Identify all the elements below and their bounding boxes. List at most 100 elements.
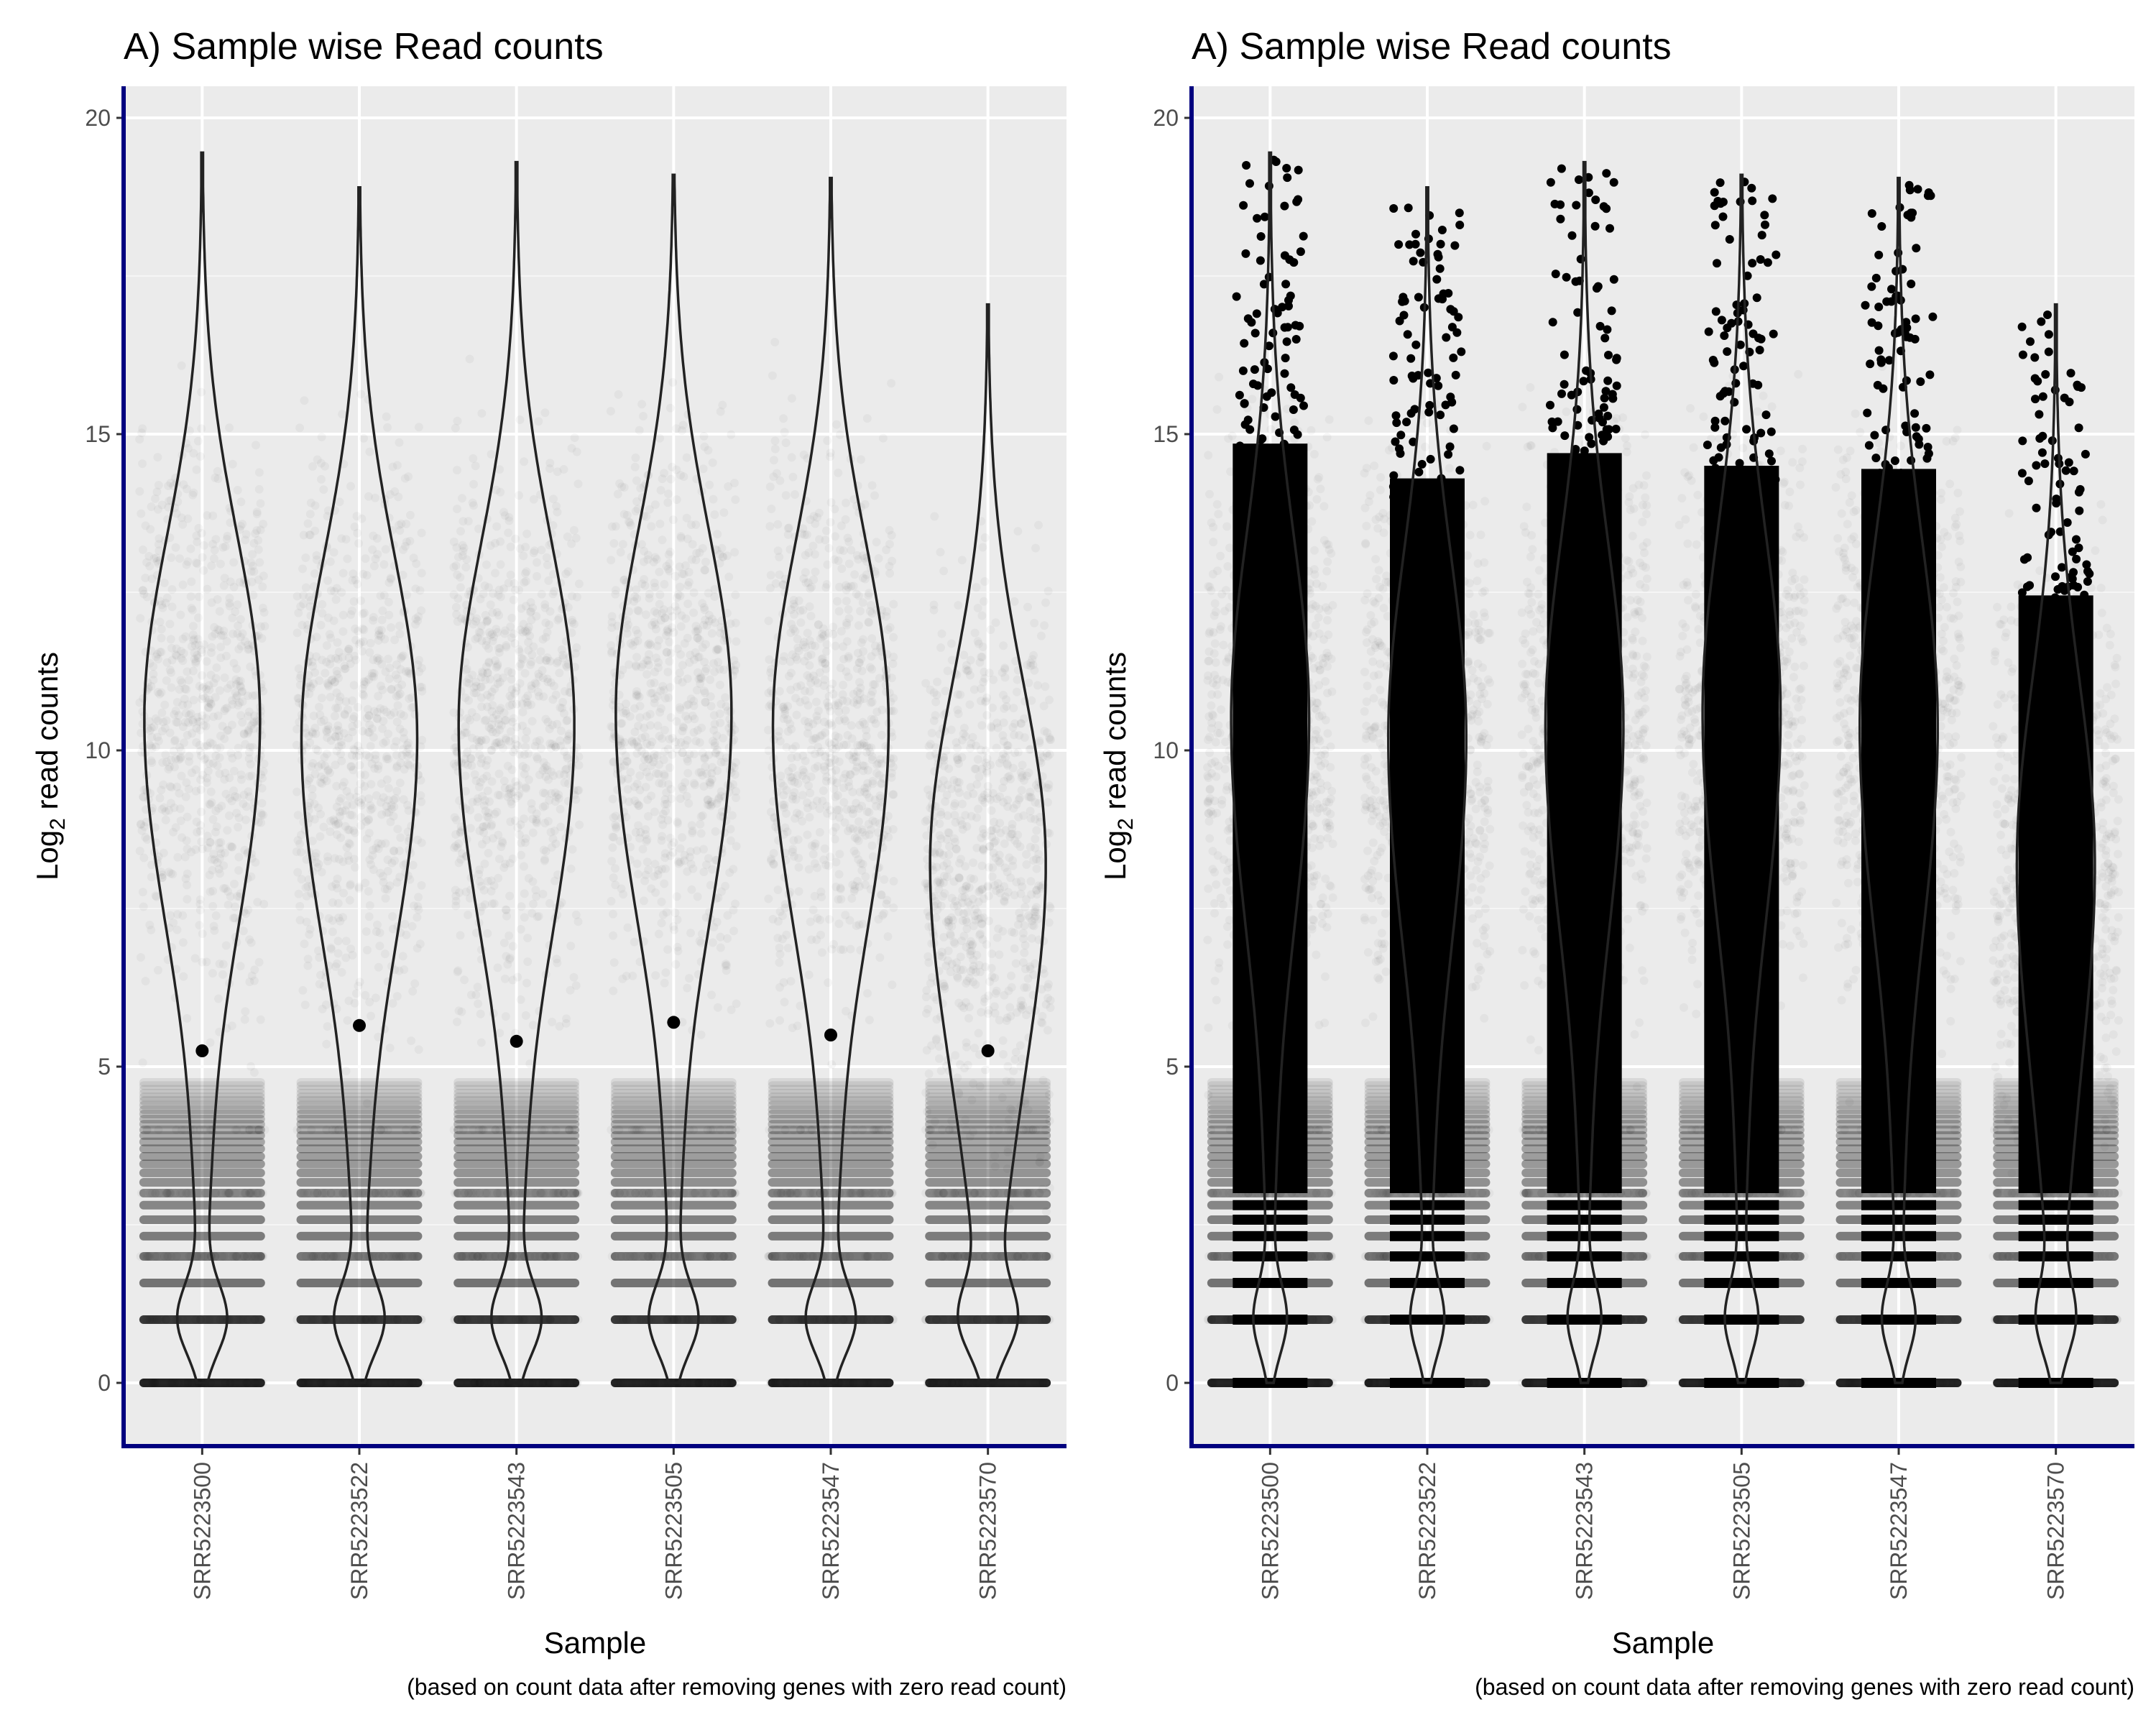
median-point <box>667 1016 681 1029</box>
count-band <box>139 1315 265 1324</box>
outlier-point <box>1270 305 1279 314</box>
outlier-point <box>1389 204 1399 213</box>
outlier-point <box>1867 209 1876 218</box>
outlier-point <box>1573 308 1583 317</box>
count-band <box>296 1088 423 1098</box>
dense-points <box>1388 203 1466 1388</box>
count-band <box>610 1081 737 1090</box>
outlier-point <box>2060 586 2069 595</box>
outlier-point <box>2017 322 2027 331</box>
count-band <box>925 1200 1051 1210</box>
outlier-point <box>1235 441 1245 451</box>
outlier-point <box>1451 370 1460 380</box>
outlier-point <box>1910 334 1920 344</box>
count-band <box>610 1315 737 1324</box>
count-band <box>925 1078 1051 1087</box>
outlier-point <box>1611 424 1621 433</box>
outlier-point <box>1923 443 1932 451</box>
count-band <box>925 1144 1051 1154</box>
count-band <box>610 1137 737 1146</box>
count-band <box>610 1126 737 1134</box>
outlier-point <box>1599 402 1608 412</box>
count-band <box>139 1231 265 1241</box>
dense-point-band <box>1233 1200 1308 1210</box>
count-band <box>610 1151 737 1161</box>
count-band <box>925 1131 1051 1140</box>
outlier-point <box>2030 374 2040 383</box>
dense-point-band <box>1233 1251 1308 1261</box>
count-band <box>139 1105 265 1114</box>
outlier-point <box>1395 444 1404 454</box>
outlier-point <box>2072 535 2081 544</box>
outlier-point <box>1242 161 1251 170</box>
outlier-point <box>2083 596 2092 605</box>
outlier-point <box>2030 353 2040 362</box>
outlier-point <box>1391 411 1401 420</box>
outlier-point <box>1271 157 1281 166</box>
outlier-point <box>1394 240 1404 249</box>
outlier-point <box>1925 370 1935 380</box>
chart-left: A) Sample wise Read counts 0 5 10 15 20 SRR5… <box>30 26 1067 1700</box>
y-tick-label: 0 <box>1166 1370 1179 1396</box>
violin <box>143 151 262 1384</box>
outlier-point <box>1710 188 1719 197</box>
outlier-point <box>1910 409 1920 418</box>
dense-point-band <box>2018 1315 2093 1325</box>
outlier-point <box>2038 392 2047 401</box>
outlier-point <box>1571 445 1580 454</box>
outlier-point <box>2077 606 2086 615</box>
count-band <box>610 1085 737 1094</box>
outlier-point <box>2051 572 2060 581</box>
outlier-point <box>1713 196 1723 206</box>
outlier-point <box>1760 479 1769 489</box>
count-band <box>139 1078 265 1087</box>
count-band <box>925 1178 1051 1187</box>
outlier-point <box>1601 387 1611 396</box>
count-band <box>296 1105 423 1114</box>
violin <box>1858 176 1939 1384</box>
outlier-point <box>1247 318 1256 327</box>
violin <box>614 173 733 1384</box>
outlier-point <box>1430 479 1439 489</box>
outlier-point <box>2035 410 2044 419</box>
outlier-point <box>1928 312 1938 321</box>
outlier-point <box>2044 347 2053 356</box>
count-band <box>610 1110 737 1118</box>
outlier-point <box>1289 405 1298 414</box>
outlier-point <box>1754 380 1763 390</box>
outlier-point <box>1259 280 1268 289</box>
outlier-point <box>1293 430 1302 439</box>
outlier-point <box>1444 289 1453 298</box>
y-tick-label: 0 <box>98 1370 111 1396</box>
outlier-point <box>1761 410 1771 420</box>
count-band <box>296 1151 423 1161</box>
outlier-point <box>1557 389 1566 398</box>
outlier-point <box>1426 454 1435 464</box>
outlier-point <box>1271 412 1280 421</box>
outlier-point <box>1454 313 1463 322</box>
outlier-point <box>1404 203 1413 213</box>
count-band <box>139 1159 265 1169</box>
outlier-point <box>1282 337 1291 346</box>
outlier-point <box>1771 475 1780 484</box>
y-axis-title: Log2 read counts <box>1098 652 1138 880</box>
count-band <box>453 1252 580 1261</box>
outlier-point <box>1882 297 1892 306</box>
count-band <box>453 1159 580 1169</box>
count-band <box>296 1078 423 1087</box>
dense-point-band <box>1704 1230 1779 1241</box>
outlier-point <box>1609 275 1618 284</box>
outlier-point <box>1748 259 1757 268</box>
outlier-point <box>1557 164 1566 173</box>
x-tick-label: SRR5223543 <box>504 1462 530 1600</box>
outlier-point <box>1294 165 1303 175</box>
outlier-point <box>1290 390 1299 399</box>
outlier-point <box>1739 362 1749 371</box>
outlier-point <box>1879 384 1888 393</box>
outlier-point <box>1727 318 1736 328</box>
violin <box>929 303 1047 1384</box>
outlier-point <box>1396 431 1406 440</box>
outlier-point <box>1767 456 1776 466</box>
count-band <box>768 1200 894 1210</box>
